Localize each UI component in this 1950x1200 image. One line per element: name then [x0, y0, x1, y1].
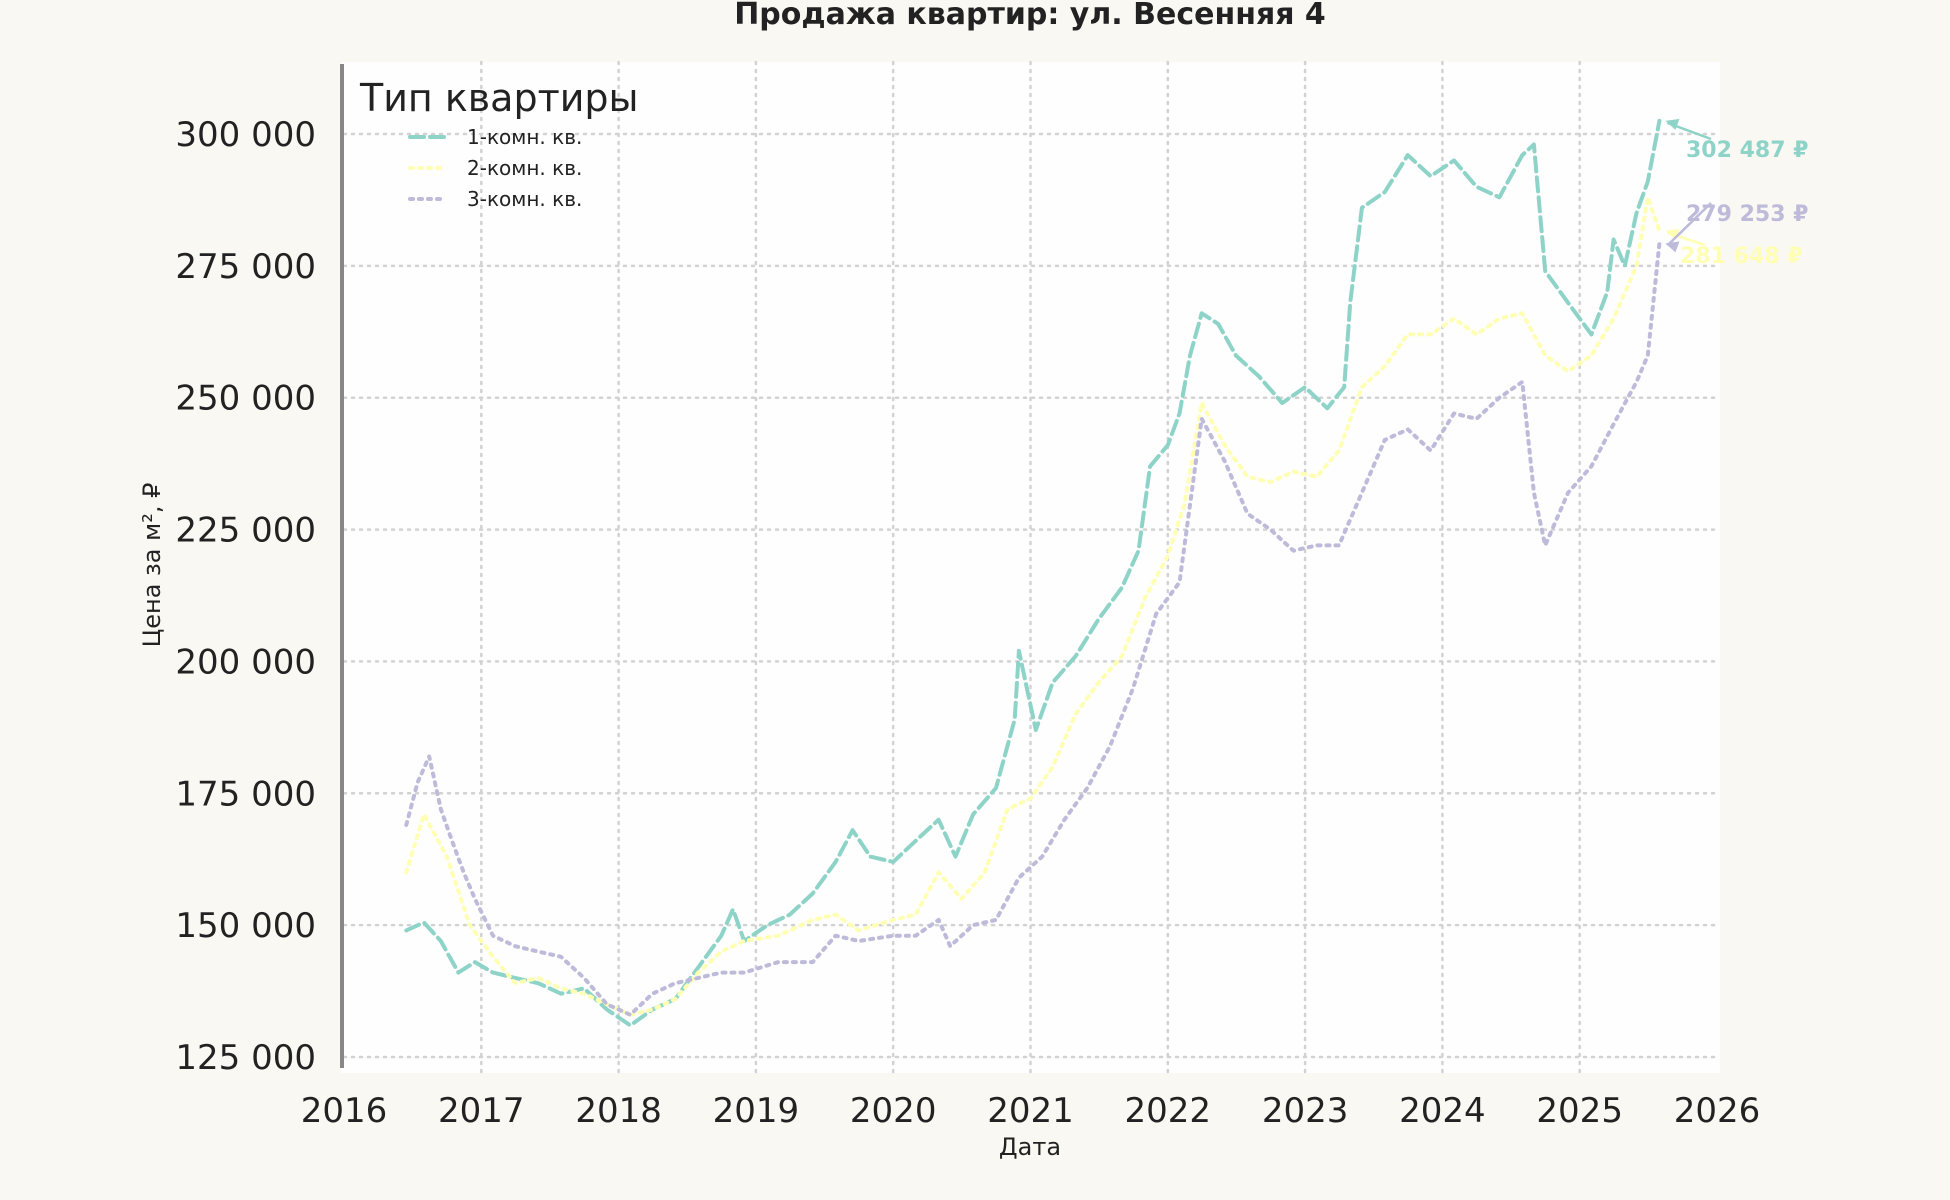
legend: Тип квартиры 1-комн. кв. 2-комн. кв. 3-ком…: [359, 76, 639, 211]
end-label-arrowhead-1: [1665, 118, 1680, 130]
chart-title: Продажа квартир: ул. Весенняя 4: [734, 0, 1326, 32]
x-tick-label: 2020: [850, 1091, 937, 1131]
x-tick-label: 2022: [1125, 1091, 1212, 1131]
y-tick-label: 175 000: [175, 774, 316, 814]
legend-label-3: 3-комн. кв.: [467, 187, 582, 211]
y-tick-label: 200 000: [175, 642, 316, 682]
end-label-1: 302 487 ₽: [1686, 138, 1808, 163]
end-labels: 302 487 ₽ 281 648 ₽ 279 253 ₽: [1665, 118, 1808, 269]
tick-labels: 2016 2017 2018 2019 2020 2021 2022 2023 2024 2025…: [175, 115, 1760, 1131]
series-line-1: [404, 118, 1662, 1028]
x-axis-label: Дата: [999, 1133, 1061, 1161]
y-tick-label: 250 000: [175, 379, 316, 419]
series-line-2: [404, 195, 1662, 1017]
end-label-2: 281 648 ₽: [1680, 244, 1802, 269]
end-label-arrowhead-3: [1665, 241, 1680, 253]
x-tick-label: 2023: [1262, 1091, 1349, 1131]
y-tick-label: 300 000: [175, 115, 316, 155]
end-label-arrow-3: [1666, 202, 1712, 247]
x-tick-label: 2021: [987, 1091, 1074, 1131]
x-tick-label: 2018: [575, 1091, 662, 1131]
x-tick-label: 2025: [1536, 1091, 1623, 1131]
legend-label-2: 2-комн. кв.: [467, 156, 582, 180]
x-tick-label: 2017: [438, 1091, 525, 1131]
x-tick-label: 2024: [1399, 1091, 1486, 1131]
end-label-3: 279 253 ₽: [1686, 202, 1808, 227]
y-axis-label: Цена за м², ₽: [138, 483, 166, 648]
legend-title: Тип квартиры: [359, 76, 639, 120]
grid-lines: [342, 60, 1722, 1074]
series-line-3: [404, 241, 1662, 1017]
legend-label-1: 1-комн. кв.: [467, 125, 582, 149]
x-tick-label: 2026: [1674, 1091, 1761, 1131]
x-tick-label: 2019: [713, 1091, 800, 1131]
y-tick-label: 150 000: [175, 906, 316, 946]
y-tick-label: 125 000: [175, 1038, 316, 1078]
series-group: [404, 118, 1662, 1028]
y-tick-label: 225 000: [175, 511, 316, 551]
y-tick-label: 275 000: [175, 247, 316, 287]
x-tick-label: 2016: [301, 1091, 388, 1131]
